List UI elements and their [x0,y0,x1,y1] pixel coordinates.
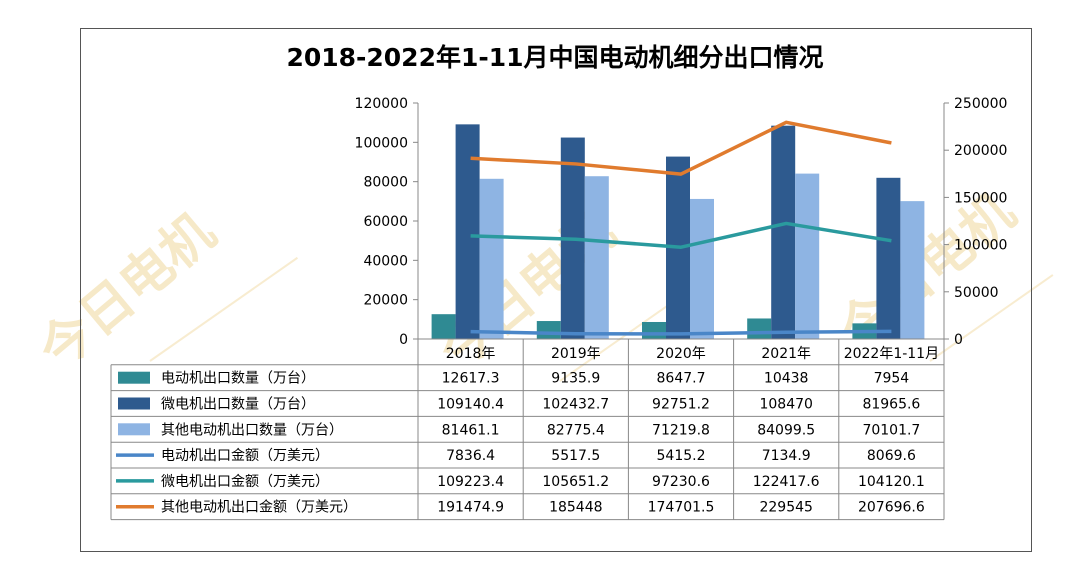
table-cell-value: 81461.1 [442,422,500,438]
table-cell-value: 97230.6 [652,474,710,490]
table-cell-value: 5415.2 [657,448,706,464]
table-cell-value: 174701.5 [648,500,715,516]
table-cell-value: 10438 [764,371,809,387]
line-series-3 [470,120,892,176]
category-label: 2022年1-11月 [844,346,939,362]
left-tick-label: 0 [399,332,408,348]
table-cell-value: 109223.4 [437,474,504,490]
series-name: 微电机出口金额（万美元） [161,474,329,490]
table-cell-value: 81965.6 [862,397,920,413]
bar-2 [455,124,480,340]
table-cell-value: 104120.1 [858,474,925,490]
series-name: 电动机出口金额（万美元） [161,448,329,464]
left-tick-label: 80000 [363,175,408,191]
table-cell-value: 102432.7 [542,397,609,413]
bar-2 [771,125,796,340]
series-name: 微电机出口数量（万台） [161,397,315,413]
bar-3 [795,173,820,339]
legend-key-bar [118,423,150,436]
table-cell-value: 84099.5 [757,422,815,438]
right-tick-label: 250000 [954,96,1007,112]
table-cell-value: 191474.9 [437,500,504,516]
chart-frame [80,28,1032,552]
table-cell-value: 8647.7 [657,371,706,387]
series-name: 其他电动机出口数量（万台） [161,422,343,438]
left-tick-label: 20000 [363,293,408,309]
right-tick-label: 200000 [954,143,1007,159]
bar-2 [876,177,901,339]
table-cell-value: 7954 [874,371,910,387]
bar-3 [479,178,504,339]
table-cell-value: 105651.2 [542,474,609,490]
category-label: 2019年 [551,346,601,362]
left-tick-label: 60000 [363,214,408,230]
table-cell-value: 108470 [759,397,812,413]
table-cell-value: 82775.4 [547,422,605,438]
chart-title: 2018-2022年1-11月中国电动机细分出口情况 [286,43,824,72]
table-cell-value: 9135.9 [551,371,600,387]
table-cell-value: 70101.7 [862,422,920,438]
bar-1 [431,314,456,339]
bar-1 [747,318,772,339]
table-cell-value: 8069.6 [867,448,916,464]
legend-key-bar [118,371,150,384]
right-tick-label: 50000 [954,285,999,301]
right-tick-label: 0 [954,332,963,348]
line-series-1 [470,329,892,336]
table-cell-value: 7836.4 [446,448,495,464]
legend-key-bar [118,397,150,410]
bar-3 [690,198,714,339]
table-cell-value: 7134.9 [762,448,811,464]
series-name: 其他电动机出口金额（万美元） [161,500,357,516]
table-cell-value: 92751.2 [652,397,710,413]
table-cell-value: 109140.4 [437,397,504,413]
series-name: 电动机出口数量（万台） [161,371,315,387]
category-label: 2018年 [446,346,496,362]
right-tick-label: 100000 [954,238,1007,254]
table-cell-value: 229545 [759,500,812,516]
bar-1 [536,321,561,339]
table-cell-value: 5517.5 [551,448,600,464]
table-cell-value: 71219.8 [652,422,710,438]
left-tick-label: 120000 [355,96,408,112]
line-series-2 [470,221,892,249]
bar-3 [584,176,609,339]
category-label: 2020年 [656,346,706,362]
left-tick-label: 100000 [355,135,408,151]
table-cell-value: 207696.6 [858,500,925,516]
table-cell-value: 185448 [549,500,602,516]
right-tick-label: 150000 [954,190,1007,206]
bar-3 [900,201,925,339]
table-cell-value: 122417.6 [753,474,820,490]
left-tick-label: 40000 [363,253,408,269]
bar-1 [642,321,666,339]
table-cell-value: 12617.3 [442,371,500,387]
category-label: 2021年 [761,346,811,362]
